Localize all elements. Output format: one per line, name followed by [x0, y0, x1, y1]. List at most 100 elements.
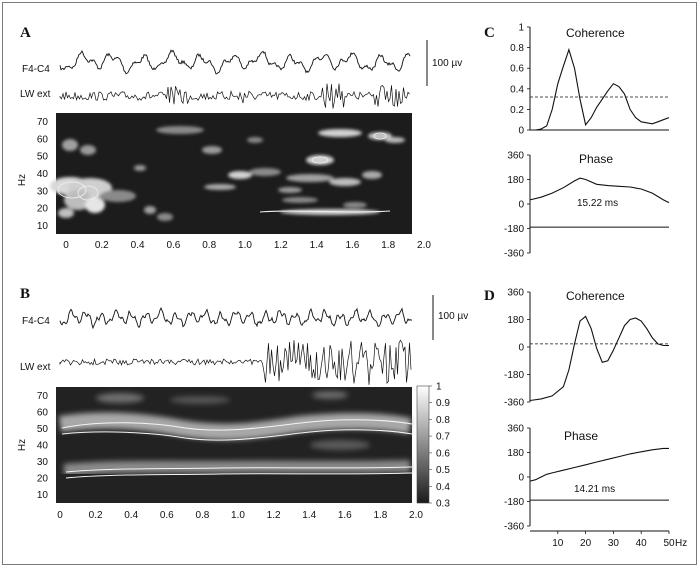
- spectrogram-contour: [65, 466, 413, 473]
- x-tick-label: 1.2: [274, 240, 288, 251]
- y-tick-label: 0: [518, 343, 524, 354]
- spectrogram-blob: [318, 129, 362, 137]
- panel-c-phase-line: [529, 177, 670, 204]
- spectrogram-blob: [170, 396, 230, 404]
- colorbar-tick-label: 0.9: [436, 398, 450, 409]
- y-tick-label: 180: [507, 315, 524, 326]
- x-tick-label: 0.4: [131, 240, 145, 251]
- colorbar-tick-label: 0.5: [436, 465, 450, 476]
- spectrogram-contour: [311, 156, 329, 164]
- panel-a-x-ticks: 0 0.2 0.4 0.6 0.8 1.0 1.2 1.4 1.6 1.8 2.0: [63, 240, 431, 251]
- spectrogram-blob: [286, 174, 334, 182]
- spectrogram-blob: [329, 178, 361, 186]
- spectrogram-blob: [282, 197, 318, 203]
- spectrogram-blob: [310, 440, 370, 450]
- x-tick-label: 1.6: [345, 240, 359, 251]
- spectrogram-contour: [373, 132, 387, 140]
- panel-b-trace1-label: F4-C4: [22, 316, 50, 327]
- panel-d-phase-title: Phase: [564, 429, 598, 443]
- x-tick-label: 1.6: [338, 510, 352, 521]
- x-tick-label: 40: [636, 538, 648, 549]
- y-tick-label: -180: [504, 497, 524, 508]
- spectrogram-blob: [385, 137, 405, 143]
- x-tick-label: 0.2: [95, 240, 109, 251]
- x-tick-label: 10: [552, 538, 564, 549]
- spectrogram-band: [58, 412, 412, 440]
- x-tick-label: 0: [63, 240, 69, 251]
- y-tick-label: 180: [507, 175, 524, 186]
- panel-c-phase-axes: 360 180 0 -180 -360: [504, 151, 531, 260]
- y-tick-label: -360: [504, 522, 524, 533]
- spectrogram-contour: [61, 429, 413, 441]
- y-tick-label: -360: [504, 249, 524, 260]
- y-tick-label: -360: [504, 398, 524, 409]
- x-tick-label: 1.4: [310, 240, 324, 251]
- panel-d-phase-axes: 360 180 0 -180 -360: [504, 424, 669, 533]
- y-tick-label: 40: [37, 441, 49, 452]
- panel-b-emg-trace: [59, 339, 412, 385]
- spectrogram-blob: [312, 391, 348, 399]
- panel-b-x-ticks: 0 0.2 0.4 0.6 0.8 1.0 1.2 1.4 1.6 1.8 2.0: [57, 510, 423, 521]
- panel-c-delay-label: 15.22 ms: [577, 198, 618, 209]
- y-tick-label: 0: [518, 200, 524, 211]
- y-tick-label: 40: [37, 169, 49, 180]
- y-tick-label: 0.4: [510, 84, 524, 95]
- panel-c-label: C: [484, 25, 495, 41]
- spectrogram-blob: [368, 132, 392, 140]
- x-tick-label: 0.4: [124, 510, 138, 521]
- x-tick-label: 30: [608, 538, 620, 549]
- colorbar-tick-label: 0.6: [436, 448, 450, 459]
- colorbar-tick-label: 0.4: [436, 482, 450, 493]
- panel-d-phase-line: [529, 447, 669, 482]
- panel-b-colorbar-ticks: 1 0.9 0.8 0.7 0.6 0.5 0.4 0.3: [429, 382, 450, 510]
- y-tick-label: 0.8: [510, 43, 524, 54]
- x-tick-label: 0.2: [89, 510, 103, 521]
- panel-a-ylabel: Hz: [17, 174, 28, 186]
- panel-a-trace1-label: F4-C4: [22, 64, 50, 75]
- y-tick-label: -180: [504, 370, 524, 381]
- colorbar-tick-label: 0.7: [436, 432, 450, 443]
- spectrogram-band: [63, 460, 411, 476]
- x-tick-label: 0: [57, 510, 63, 521]
- x-tick-label: 1.4: [302, 510, 316, 521]
- x-tick-label: 1.8: [381, 240, 395, 251]
- spectrogram-blob: [202, 146, 222, 154]
- panel-a-spectrogram-contours: [57, 132, 391, 213]
- panel-c-phase-title: Phase: [579, 152, 613, 166]
- y-tick-label: 30: [37, 186, 49, 197]
- spectrogram-blob: [228, 171, 252, 179]
- panel-b-ylabel: Hz: [17, 439, 28, 451]
- spectrogram-contour: [259, 210, 391, 213]
- panel-c-coherence-axes: 1 0.8 0.6 0.4 0.2 0: [510, 23, 669, 137]
- y-tick-label: 0: [518, 473, 524, 484]
- y-tick-label: 30: [37, 457, 49, 468]
- panel-a-eeg-trace: [59, 49, 411, 75]
- panel-a-y-ticks: 70 60 50 40 30 20 10: [37, 117, 49, 232]
- panel-b-colorbar: [416, 385, 430, 504]
- panel-d-coherence-title: Coherence: [566, 289, 625, 303]
- panel-c-coherence-title: Coherence: [566, 26, 625, 40]
- y-tick-label: 20: [37, 204, 49, 215]
- spectrogram-blob: [278, 187, 302, 193]
- panel-a-spectrogram-blobs: [50, 126, 405, 221]
- spectrogram-contour: [77, 185, 99, 201]
- spectrogram-blob: [80, 145, 96, 155]
- spectrogram-blob: [249, 168, 281, 176]
- panel-d-x-ticks: 10 20 30 40 50 Hz: [552, 531, 687, 549]
- panel-c-coherence-line: [530, 47, 670, 131]
- panel-a-spectrogram: [50, 113, 412, 234]
- y-tick-label: 360: [507, 288, 524, 299]
- y-tick-label: 10: [37, 490, 49, 501]
- colorbar-tick-label: 1: [436, 382, 442, 393]
- x-tick-label: 1.0: [231, 510, 245, 521]
- panel-a-scale-label: 100 µv: [432, 58, 462, 69]
- y-tick-label: 60: [37, 134, 49, 145]
- spectrogram-contour: [65, 472, 413, 479]
- y-tick-label: 1: [518, 23, 524, 34]
- panel-d-delay-label: 14.21 ms: [574, 484, 615, 495]
- panel-d-coherence-axes: 360 180 0 -180 -360: [504, 288, 531, 409]
- panel-a-label: A: [20, 25, 31, 41]
- x-tick-label: 1.8: [373, 510, 387, 521]
- y-tick-label: 70: [37, 391, 49, 402]
- spectrogram-blob: [134, 165, 146, 171]
